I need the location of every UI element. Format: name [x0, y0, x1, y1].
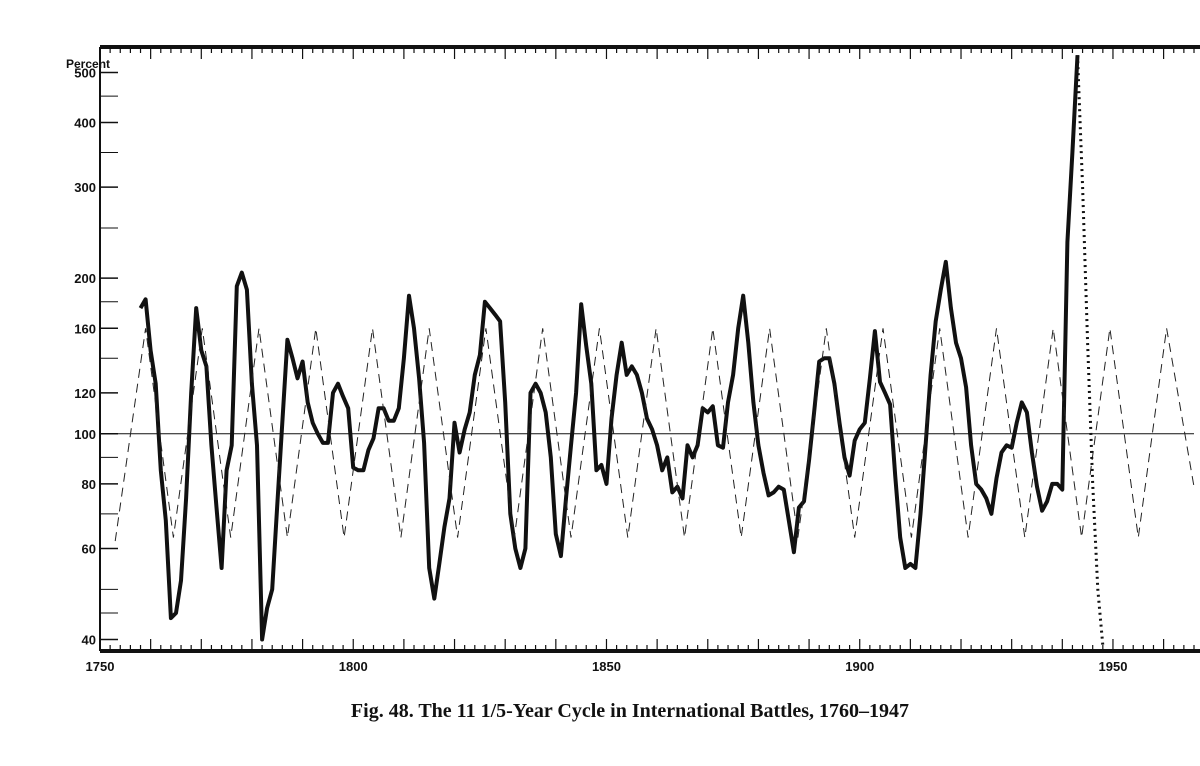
y-tick-label: 120: [74, 386, 96, 401]
series-line-dashed: [114, 328, 1195, 542]
y-tick-label: 500: [74, 65, 96, 80]
y-axis-unit-label: Percent: [66, 57, 110, 71]
y-tick-label: 200: [74, 271, 96, 286]
x-tick-label: 1750: [86, 659, 115, 674]
x-tick-label: 1800: [339, 659, 368, 674]
y-tick-label: 40: [82, 632, 96, 647]
plot-frame: [99, 45, 1200, 653]
x-axis: 1750 1800 1850 1900 1950: [86, 659, 1128, 674]
y-axis: 40 60 80 100 120 160 200 300 400 500: [74, 65, 118, 647]
series-line-dotted: [1076, 55, 1105, 646]
y-tick-label: 160: [74, 321, 96, 336]
x-tick-label: 1850: [592, 659, 621, 674]
x-tick-label: 1950: [1099, 659, 1128, 674]
y-tick-label: 80: [82, 477, 96, 492]
y-tick-label: 60: [82, 541, 96, 556]
x-tick-label: 1900: [845, 659, 874, 674]
series-layer: [114, 55, 1195, 646]
y-tick-label: 100: [74, 427, 96, 442]
series-line-solid-heavy: [138, 55, 1080, 642]
top-minor-ticks: [99, 47, 1195, 59]
bottom-minor-ticks: [99, 639, 1195, 651]
y-tick-label: 300: [74, 180, 96, 195]
figure-caption: Fig. 48. The 11 1/5-Year Cycle in Intern…: [350, 700, 910, 722]
y-tick-label: 400: [74, 116, 96, 131]
